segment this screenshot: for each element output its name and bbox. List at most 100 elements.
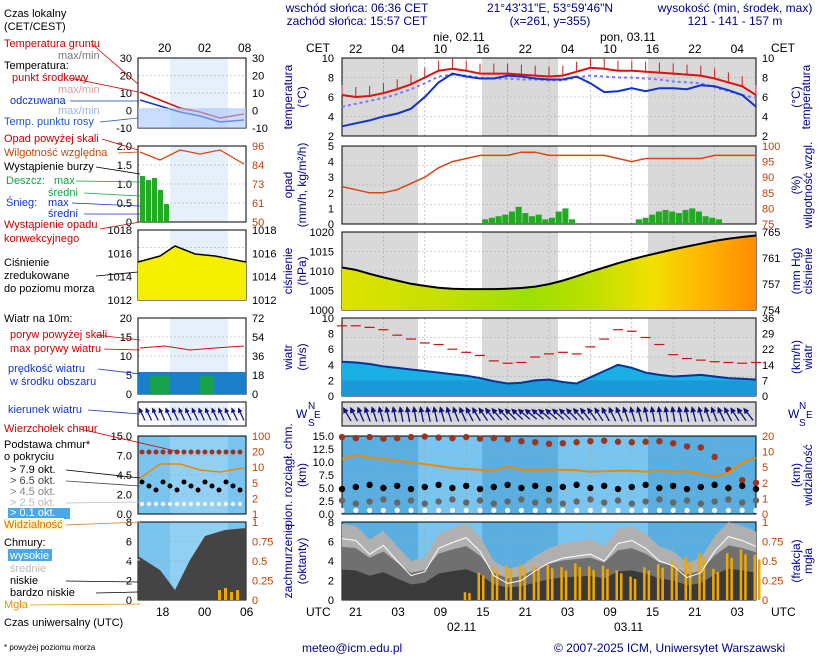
cloud-base-low-dot [684, 507, 690, 513]
precip-bar [709, 217, 716, 224]
mini-cover-axis: 6 [126, 537, 132, 549]
cloud-base-low-dot [629, 507, 635, 513]
wind-arrow [594, 407, 604, 422]
cloud-top-dot [614, 438, 622, 445]
mini-wind-arrow [224, 407, 232, 421]
humidity-line [341, 151, 756, 194]
compass-s: S [308, 418, 315, 429]
cloud-base-dot [532, 482, 539, 490]
cloud-base-dot [601, 482, 608, 490]
fog-bar [495, 570, 499, 600]
cloud-base-dot [628, 483, 635, 491]
wind-arrow [676, 406, 683, 422]
wind-axis: 2 [328, 375, 334, 387]
utc-tick: 09 [603, 605, 617, 619]
cloud-top-dot [752, 479, 760, 486]
coords-text: 21°43'31"E, 53°59'46"N [486, 1, 614, 15]
precip-bar [508, 211, 516, 224]
kmh-axis: 7 [762, 375, 768, 387]
mini-cloud-axis: 0.0 [117, 509, 132, 521]
utc-tick: 03 [391, 605, 405, 619]
wind-arrow-head [363, 406, 370, 414]
cloud-top-dot [504, 435, 511, 443]
humidity-axis: 75 [762, 219, 774, 231]
mini-wind-arrow [218, 407, 225, 421]
mini-cloud-low [167, 501, 173, 507]
mini-cloud-top [209, 449, 215, 455]
legend-leader [65, 469, 141, 479]
legend-vis-box [4, 518, 64, 530]
cloud-base-low-dot [380, 507, 386, 513]
precip-bar [695, 211, 702, 224]
legend-okt25: > 2.5 okt. [10, 497, 56, 509]
cloud-base-dot [752, 497, 760, 504]
precip-axis: 4 [328, 157, 334, 169]
precip-axis: 5 [328, 141, 334, 153]
mini-wind-arrow [185, 407, 192, 421]
wind-arrow-head [663, 406, 670, 413]
mini-pressure-area [138, 246, 246, 300]
wind-arrow [497, 408, 510, 421]
visibility-axis: 1 [762, 493, 768, 505]
temperature-line [341, 66, 757, 99]
precip-bar [488, 217, 495, 224]
cover-unit: (oktanty) [295, 538, 309, 585]
wind-arrow [472, 407, 481, 422]
wind-arrow-head [558, 408, 566, 415]
mini-cloud-top [216, 449, 222, 455]
cloud-base-low-dot [574, 507, 580, 513]
mini-arrow-head [185, 407, 190, 414]
legend-leader [95, 334, 141, 341]
mini-cloud-top [146, 449, 152, 455]
precip-bar [569, 219, 576, 224]
email-link[interactable]: meteo@icm.edu.pl [302, 641, 403, 655]
mini-wind-arrow [165, 407, 172, 421]
legend-pressure-3: do poziomu morza [4, 283, 95, 295]
mini-press-axis: 1018 [252, 225, 276, 237]
fog-bar [592, 569, 595, 600]
cloud-base-low-dot [615, 507, 621, 513]
kmh-axis: 22 [762, 344, 774, 356]
fog-axis: 0.75 [762, 537, 783, 549]
wind-arrow [724, 406, 733, 422]
wind-arrow [459, 406, 467, 422]
wind-arrow-head [642, 406, 649, 413]
mini-fog-bar [218, 590, 221, 600]
legend-feels-maxmin: max/min [58, 105, 100, 117]
cloud-base-dot [352, 483, 359, 491]
wind-arrow-head [438, 406, 445, 413]
fog-axis: 0.5 [762, 556, 777, 568]
wind-arrow [656, 406, 663, 422]
fog-bar [758, 559, 761, 600]
wind-title: wiatr [281, 344, 295, 370]
mini-temp-axis: 10 [252, 88, 264, 100]
cloud-top-dot [711, 453, 718, 460]
precip-bar [542, 219, 549, 224]
mini-wind-arrow [171, 407, 179, 421]
wind-arrow-head [418, 406, 425, 413]
fog-bar [482, 575, 485, 600]
mini-cover-axis: 4 [126, 556, 132, 568]
legend-temperature: Temperatura: [4, 60, 69, 72]
legend-pressure-2: zredukowane [4, 270, 69, 282]
pressure-axis: 1005 [310, 286, 334, 298]
temp-axis: 8 [762, 73, 768, 85]
legend-storm: Wystąpienie burzy [4, 161, 94, 173]
kmh-axis: 36 [762, 313, 774, 325]
cloud-base-dot [559, 500, 566, 507]
mini-precip-bar [146, 180, 151, 222]
cloud-base-dot [559, 483, 566, 491]
legend-okt01: > 0.1 okt. [10, 507, 56, 519]
mini-cloud-top [139, 449, 145, 455]
fog-bar [491, 567, 494, 600]
wind-arrow [622, 406, 630, 422]
mini-cloud-top [160, 449, 166, 455]
pressure-axis: 1010 [310, 266, 334, 278]
mini-temp-axis: 0 [252, 106, 258, 118]
wind-arrow-head [411, 406, 418, 413]
cloud-top-dot [656, 438, 663, 445]
local-tick: 16 [646, 42, 660, 56]
wind-arrow-head [601, 407, 608, 414]
cloud-base-low-dot [477, 507, 483, 513]
mini-cloud-base [167, 483, 173, 489]
